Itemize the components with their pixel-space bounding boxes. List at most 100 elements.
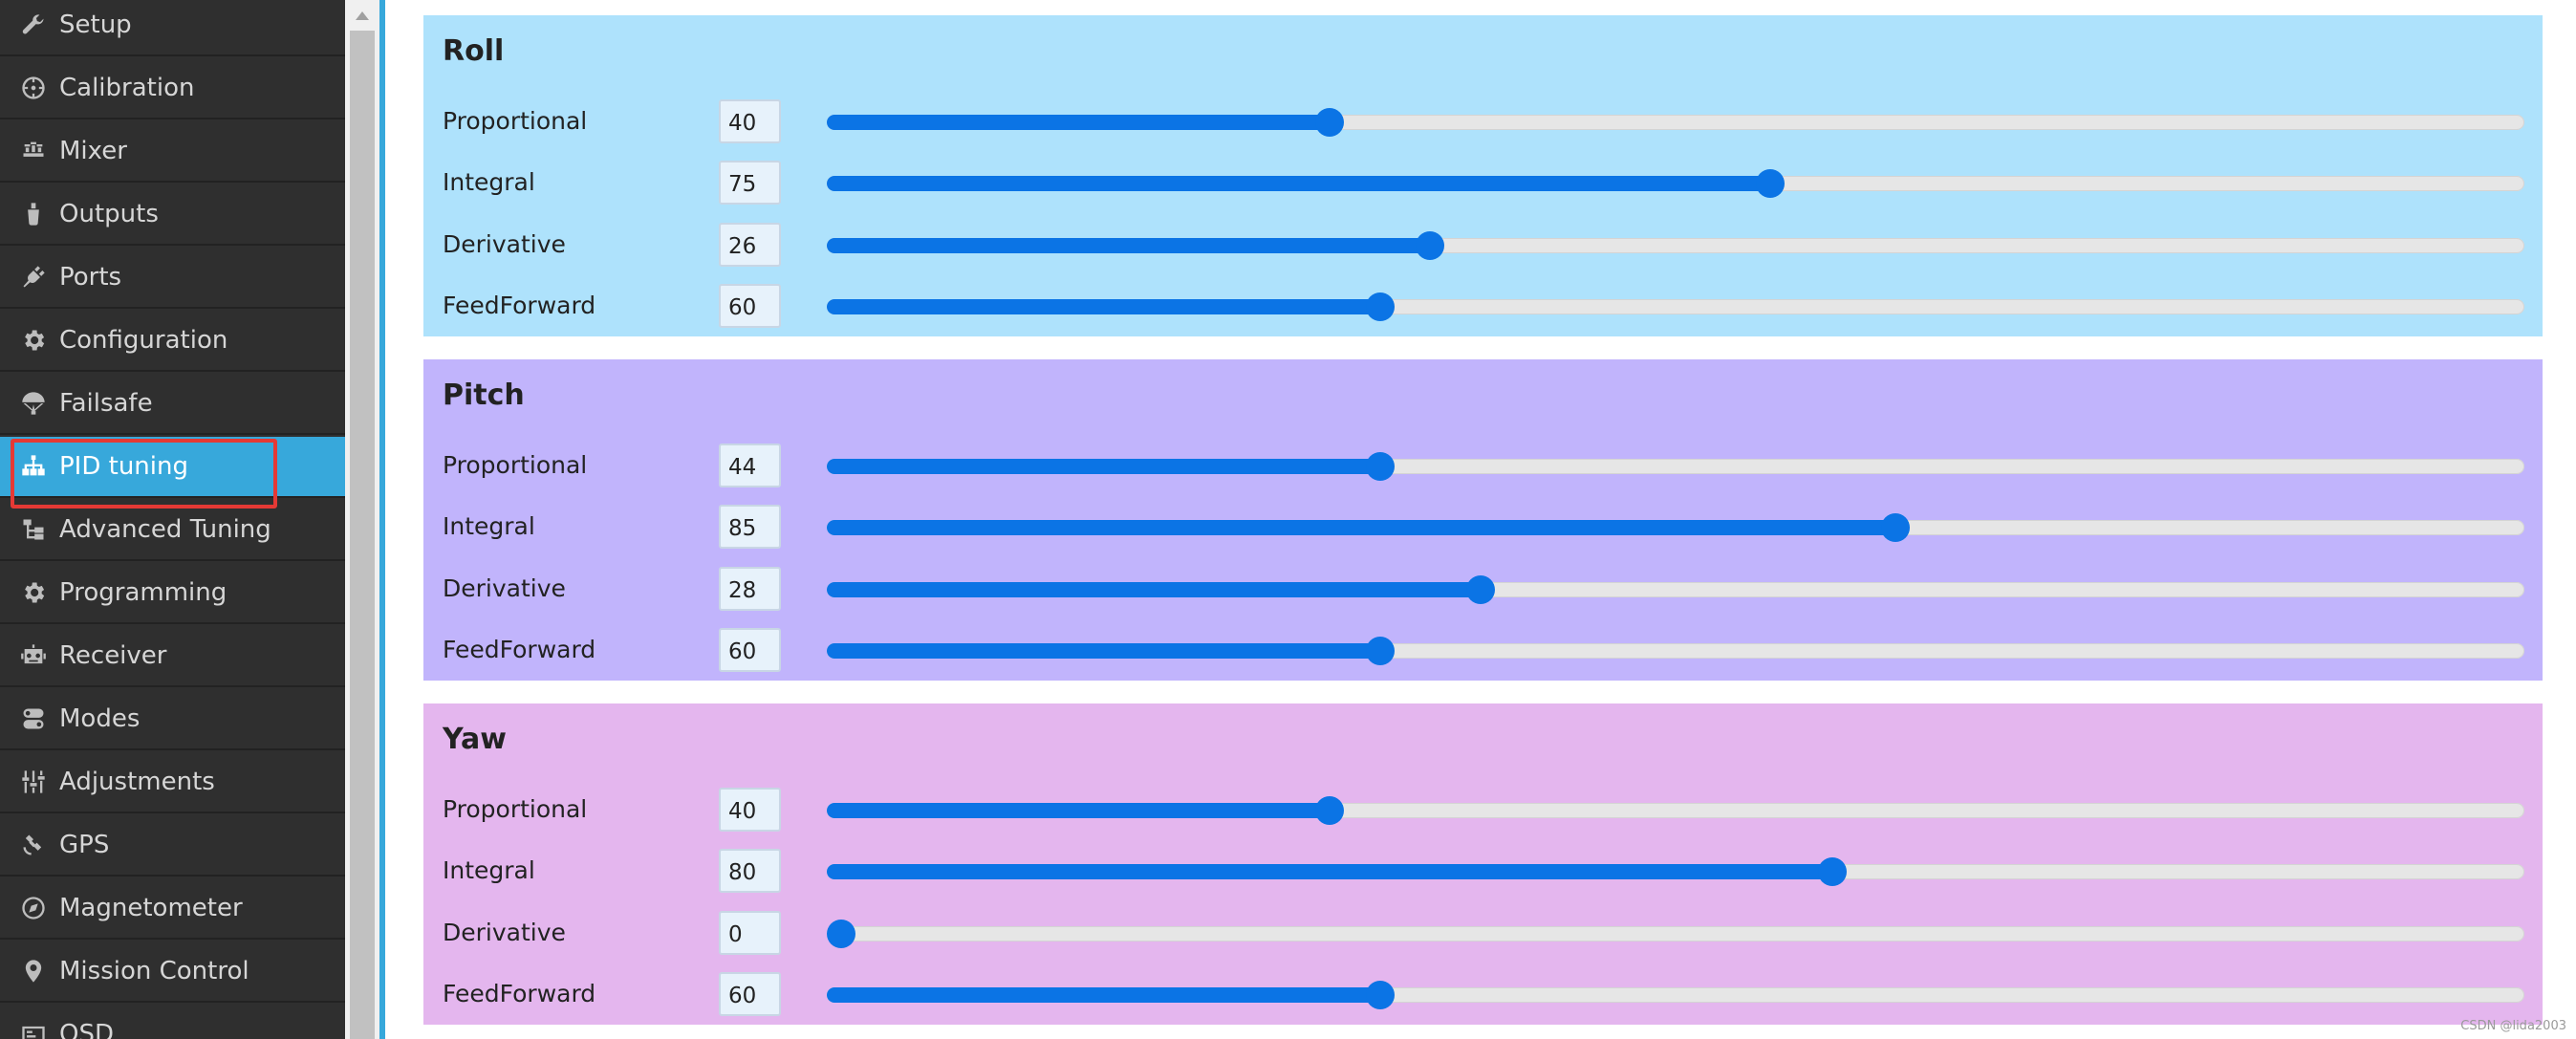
pitch-derivative-row: Derivative 28 bbox=[423, 561, 2543, 618]
roll-feedforward-row: FeedForward 60 bbox=[423, 278, 2543, 336]
scrollbar-up-arrow[interactable] bbox=[345, 0, 379, 29]
yaw-proportional-slider[interactable] bbox=[827, 796, 2524, 825]
pitch-feedforward-slider[interactable] bbox=[827, 637, 2524, 665]
pitch-derivative-slider-thumb[interactable] bbox=[1466, 575, 1495, 604]
tree-icon bbox=[17, 516, 50, 543]
sidebar-item-advanced-tuning[interactable]: Advanced Tuning bbox=[0, 500, 345, 561]
compass-icon bbox=[17, 895, 50, 921]
yaw-integral-input[interactable]: 80 bbox=[719, 849, 781, 893]
roll-proportional-input[interactable]: 40 bbox=[719, 99, 781, 143]
roll-integral-label: Integral bbox=[443, 168, 535, 196]
roll-feedforward-label: FeedForward bbox=[443, 292, 596, 319]
sidebar: Setup Calibration Mixer Outputs Ports Configu… bbox=[0, 0, 345, 1039]
sidebar-item-label: GPS bbox=[59, 831, 110, 859]
pitch-proportional-slider-thumb[interactable] bbox=[1366, 452, 1395, 481]
pitch-derivative-slider-fill bbox=[827, 582, 1481, 597]
pitch-feedforward-slider-thumb[interactable] bbox=[1366, 637, 1395, 665]
yaw-feedforward-slider-fill bbox=[827, 987, 1380, 1003]
roll-integral-slider-thumb[interactable] bbox=[1756, 169, 1785, 198]
pitch-feedforward-input[interactable]: 60 bbox=[719, 628, 781, 672]
sidebar-scrollbar-thumb[interactable] bbox=[350, 31, 375, 1039]
sidebar-item-label: PID tuning bbox=[59, 452, 188, 481]
wrench-icon bbox=[17, 11, 50, 38]
sidebar-item-receiver[interactable]: Receiver bbox=[0, 626, 345, 687]
sidebar-item-osd[interactable]: OSD bbox=[0, 1005, 345, 1039]
roll-proportional-slider[interactable] bbox=[827, 108, 2524, 137]
yaw-integral-slider-fill bbox=[827, 864, 1832, 879]
content-accent-bar bbox=[379, 0, 385, 1039]
yaw-integral-slider-thumb[interactable] bbox=[1818, 857, 1847, 886]
pitch-integral-slider-thumb[interactable] bbox=[1881, 513, 1910, 542]
sidebar-item-label: Magnetometer bbox=[59, 894, 243, 922]
yaw-proportional-row: Proportional 40 bbox=[423, 782, 2543, 839]
sidebar-item-outputs[interactable]: Outputs bbox=[0, 184, 345, 246]
pitch-integral-slider[interactable] bbox=[827, 513, 2524, 542]
sidebar-item-label: Calibration bbox=[59, 74, 195, 102]
yaw-feedforward-slider-thumb[interactable] bbox=[1366, 981, 1395, 1009]
yaw-feedforward-row: FeedForward 60 bbox=[423, 966, 2543, 1024]
roll-integral-slider[interactable] bbox=[827, 169, 2524, 198]
yaw-proportional-slider-thumb[interactable] bbox=[1315, 796, 1344, 825]
sliders-icon bbox=[17, 768, 50, 795]
pitch-proportional-label: Proportional bbox=[443, 451, 588, 479]
sidebar-item-ports[interactable]: Ports bbox=[0, 248, 345, 309]
sidebar-item-label: Adjustments bbox=[59, 768, 215, 796]
sidebar-item-label: Modes bbox=[59, 704, 141, 733]
gear-icon bbox=[17, 579, 50, 606]
roll-derivative-slider-thumb[interactable] bbox=[1416, 231, 1444, 260]
yaw-panel: Yaw Proportional 40 Integral 80 Derivative 0 Fe… bbox=[423, 703, 2543, 1025]
roll-derivative-slider-fill bbox=[827, 238, 1430, 253]
sidebar-item-label: Mixer bbox=[59, 137, 127, 165]
pitch-integral-slider-fill bbox=[827, 520, 1895, 535]
sidebar-item-mixer[interactable]: Mixer bbox=[0, 121, 345, 183]
sidebar-item-setup[interactable]: Setup bbox=[0, 0, 345, 56]
roll-feedforward-input[interactable]: 60 bbox=[719, 284, 781, 328]
roll-proportional-slider-thumb[interactable] bbox=[1315, 108, 1344, 137]
roll-proportional-slider-fill bbox=[827, 115, 1330, 130]
pitch-panel: Pitch Proportional 44 Integral 85 Derivative 2… bbox=[423, 359, 2543, 681]
roll-feedforward-slider-thumb[interactable] bbox=[1366, 292, 1395, 321]
toggle-icon bbox=[17, 705, 50, 732]
yaw-feedforward-input[interactable]: 60 bbox=[719, 972, 781, 1016]
roll-derivative-label: Derivative bbox=[443, 230, 566, 258]
sidebar-item-label: Advanced Tuning bbox=[59, 515, 271, 544]
sidebar-item-failsafe[interactable]: Failsafe bbox=[0, 374, 345, 435]
roll-derivative-row: Derivative 26 bbox=[423, 217, 2543, 274]
sidebar-item-programming[interactable]: Programming bbox=[0, 563, 345, 624]
roll-feedforward-slider-fill bbox=[827, 299, 1380, 314]
sidebar-item-configuration[interactable]: Configuration bbox=[0, 311, 345, 372]
yaw-derivative-input[interactable]: 0 bbox=[719, 911, 781, 955]
sidebar-item-magnetometer[interactable]: Magnetometer bbox=[0, 878, 345, 940]
sidebar-item-calibration[interactable]: Calibration bbox=[0, 58, 345, 119]
yaw-derivative-slider[interactable] bbox=[827, 920, 2524, 948]
yaw-proportional-slider-fill bbox=[827, 803, 1330, 818]
sidebar-item-mission-control[interactable]: Mission Control bbox=[0, 942, 345, 1003]
roll-derivative-slider[interactable] bbox=[827, 231, 2524, 260]
sidebar-item-label: Configuration bbox=[59, 326, 228, 355]
pitch-panel-title: Pitch bbox=[443, 379, 525, 412]
pitch-proportional-slider[interactable] bbox=[827, 452, 2524, 481]
pitch-integral-input[interactable]: 85 bbox=[719, 505, 781, 549]
sidebar-item-label: Ports bbox=[59, 263, 122, 292]
pitch-proportional-input[interactable]: 44 bbox=[719, 444, 781, 487]
sidebar-item-gps[interactable]: GPS bbox=[0, 815, 345, 877]
yaw-derivative-row: Derivative 0 bbox=[423, 905, 2543, 963]
yaw-proportional-input[interactable]: 40 bbox=[719, 788, 781, 832]
pitch-derivative-slider[interactable] bbox=[827, 575, 2524, 604]
roll-integral-input[interactable]: 75 bbox=[719, 161, 781, 205]
robot-icon bbox=[17, 642, 50, 669]
yaw-integral-slider[interactable] bbox=[827, 857, 2524, 886]
sidebar-item-label: Setup bbox=[59, 11, 132, 39]
yaw-derivative-slider-thumb[interactable] bbox=[827, 920, 855, 948]
yaw-feedforward-label: FeedForward bbox=[443, 980, 596, 1007]
sidebar-item-adjustments[interactable]: Adjustments bbox=[0, 752, 345, 813]
yaw-integral-row: Integral 80 bbox=[423, 843, 2543, 900]
roll-derivative-input[interactable]: 26 bbox=[719, 223, 781, 267]
pitch-derivative-input[interactable]: 28 bbox=[719, 567, 781, 611]
sidebar-item-label: Receiver bbox=[59, 641, 167, 670]
sidebar-item-pid-tuning[interactable]: PID tuning bbox=[0, 437, 345, 498]
yaw-feedforward-slider[interactable] bbox=[827, 981, 2524, 1009]
roll-feedforward-slider[interactable] bbox=[827, 292, 2524, 321]
pitch-feedforward-slider-fill bbox=[827, 643, 1380, 659]
sidebar-item-modes[interactable]: Modes bbox=[0, 689, 345, 750]
